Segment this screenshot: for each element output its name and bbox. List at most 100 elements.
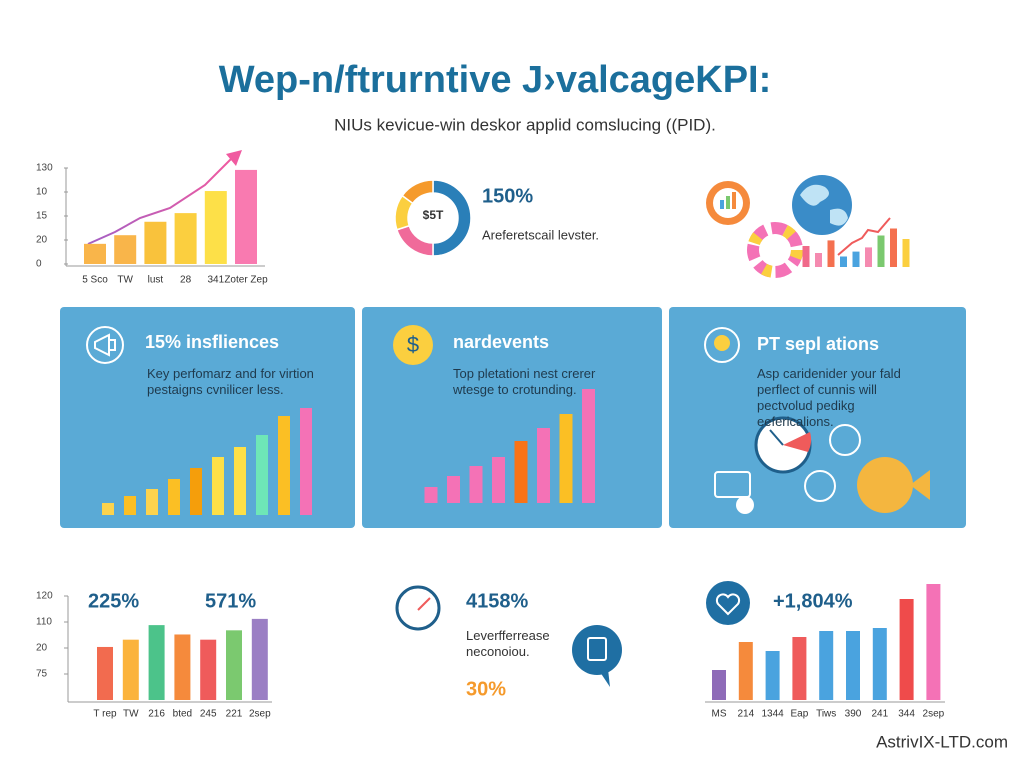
- bar: [146, 489, 158, 515]
- gauge: [395, 585, 441, 631]
- bar: [492, 457, 505, 503]
- kpi-value: 225%: [88, 590, 139, 612]
- icon: [704, 327, 740, 363]
- bar: [537, 428, 550, 503]
- y-tick-label: 20: [36, 643, 48, 654]
- x-tick-label: Zoter Zep: [224, 275, 268, 286]
- kpi-value: 150%: [482, 185, 533, 207]
- x-tick-label: 341: [207, 275, 224, 286]
- bar: [872, 628, 887, 700]
- bar: [926, 584, 941, 700]
- icon: [726, 196, 730, 209]
- icon: [94, 333, 116, 357]
- x-tick-label: 344: [898, 709, 915, 720]
- chat-icon: [572, 625, 622, 675]
- x-tick-label: MS: [712, 709, 727, 720]
- y-tick-label: 130: [36, 163, 53, 174]
- card-text: Top pletationi nest crerer wtesge to cro…: [453, 366, 596, 397]
- bar: [447, 476, 460, 503]
- x-tick-label: 1344: [761, 709, 784, 720]
- heart-icon: [706, 581, 750, 625]
- x-tick-label: TW: [117, 275, 133, 286]
- bar: [877, 235, 885, 267]
- x-tick-label: 390: [845, 709, 862, 720]
- kpi-value: +1,804%: [773, 590, 853, 612]
- kpi-value: 571%: [205, 590, 256, 612]
- x-tick-label: 245: [200, 709, 217, 720]
- x-tick-label: 5 Sco: [82, 275, 108, 286]
- icon: [829, 424, 861, 456]
- bar: [300, 408, 312, 515]
- trend-line: [837, 217, 891, 256]
- card-title: nardevents: [453, 332, 549, 352]
- y-tick-label: 10: [36, 187, 48, 198]
- bar: [890, 228, 897, 267]
- bar: [424, 487, 438, 503]
- x-tick-label: TW: [123, 709, 139, 720]
- bar: [174, 634, 191, 700]
- icon: [747, 222, 803, 278]
- watermark: AstrivIX-LTD.com: [876, 732, 1008, 751]
- bar: [514, 441, 528, 503]
- y-tick-label: 0: [36, 259, 42, 270]
- bar: [738, 642, 753, 700]
- bar: [102, 503, 114, 515]
- pie-slice: [432, 179, 472, 257]
- bar: [765, 651, 780, 700]
- arrow-head: [226, 150, 242, 166]
- bar: [852, 251, 860, 267]
- globe: [800, 184, 848, 226]
- chat-icon: [587, 637, 607, 661]
- clock: [769, 429, 784, 446]
- x-tick-label: T rep: [93, 709, 117, 720]
- bar: [899, 599, 914, 700]
- card-title: 15% insfliences: [145, 332, 279, 352]
- icon: [714, 471, 751, 498]
- x-tick-label: 214: [737, 709, 754, 720]
- bar: [559, 414, 573, 503]
- bar: [226, 630, 242, 700]
- bar: [168, 479, 180, 515]
- chat-icon: [600, 669, 610, 687]
- card-text: Asp caridenider your fald perflect of cu…: [757, 366, 901, 429]
- icon: [720, 200, 724, 209]
- bar: [235, 169, 257, 264]
- x-tick-label: 2sep: [923, 709, 945, 720]
- bar: [819, 631, 834, 700]
- bar: [114, 235, 137, 264]
- x-tick-label: Tiws: [816, 709, 836, 720]
- y-tick-label: 75: [36, 669, 48, 680]
- bar: [712, 670, 726, 700]
- icon: [714, 335, 730, 351]
- bar: [174, 213, 197, 264]
- bar: [124, 496, 136, 515]
- bar: [469, 466, 483, 503]
- bar: [212, 457, 224, 515]
- bar: [190, 468, 202, 515]
- card-text: Key perfomarz and for virtion pestaigns …: [147, 366, 314, 397]
- x-tick-label: 241: [871, 709, 888, 720]
- globe: [910, 470, 930, 500]
- pie-slice: [401, 179, 434, 205]
- bar: [204, 191, 227, 264]
- bar: [902, 239, 910, 267]
- bar: [815, 253, 822, 267]
- y-tick-label: 120: [36, 591, 53, 602]
- card-title: PT sepl ations: [757, 334, 879, 354]
- globe: [792, 175, 852, 235]
- x-tick-label: 216: [148, 709, 165, 720]
- bar: [840, 256, 847, 267]
- kpi-caption: Areferetscail levster.: [482, 227, 599, 242]
- kpi-value: 4158%: [466, 590, 528, 612]
- subtitle: NIUs kevicue-win deskor applid comslucin…: [334, 115, 716, 134]
- title: Wep-n/ftrurntive J›valcageKPI:: [219, 59, 772, 101]
- bar: [256, 435, 268, 515]
- pie-center-label: $5T: [423, 208, 444, 222]
- y-tick-label: 20: [36, 235, 48, 246]
- x-tick-label: 28: [180, 275, 192, 286]
- trend-line: [87, 157, 233, 245]
- bar: [846, 631, 860, 700]
- clock: [783, 432, 812, 452]
